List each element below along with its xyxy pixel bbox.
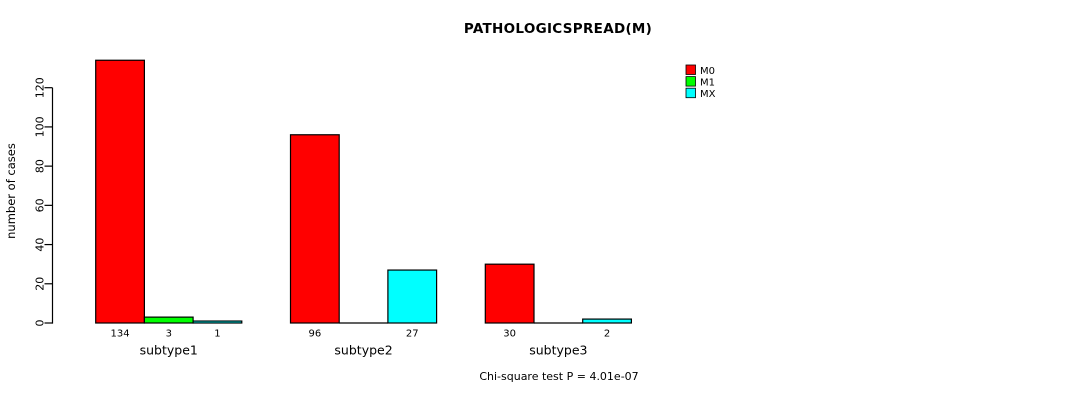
bar-mx-subtype3 [582, 318, 633, 324]
bar-m0-subtype2 [289, 134, 340, 324]
y-axis-title: number of cases [4, 143, 18, 239]
y-axis-tick-label: 80 [34, 159, 47, 173]
bar-value-label: 1 [214, 329, 220, 340]
y-axis-tick-label: 100 [34, 116, 47, 137]
chi-square-annotation: Chi-square test P = 4.01e-07 [479, 370, 639, 383]
bar-value-label: 96 [308, 329, 321, 340]
legend-swatch-m0 [685, 64, 696, 75]
legend-label-m0: M0 [700, 66, 715, 77]
y-axis-tick-label: 120 [34, 77, 47, 98]
legend-swatch-mx [685, 87, 696, 99]
bar-value-label: 27 [406, 329, 419, 340]
chart-title: PATHOLOGICSPREAD(M) [463, 21, 653, 37]
bar-m0-subtype1 [95, 59, 145, 324]
bar-mx-subtype2 [387, 269, 438, 324]
bar-mx-subtype1 [192, 320, 243, 324]
category-label: subtype3 [529, 343, 587, 358]
bar-value-label: 30 [503, 329, 516, 340]
bar-m1-subtype1 [143, 316, 194, 324]
legend-label-m1: M1 [700, 77, 715, 88]
category-label: subtype2 [334, 343, 392, 358]
category-label: subtype1 [140, 343, 198, 358]
bar-m0-subtype3 [484, 263, 535, 324]
y-axis-tick-label: 40 [34, 238, 47, 252]
legend-swatch-m1 [685, 76, 696, 87]
y-axis-tick-label: 0 [34, 320, 47, 327]
y-axis-tick-label: 60 [34, 198, 47, 212]
legend-label-mx: MX [700, 89, 716, 100]
bar-value-label: 134 [111, 329, 130, 340]
bar-value-label: 2 [604, 329, 610, 340]
y-axis-tick-label: 20 [34, 277, 47, 291]
bar-value-label: 3 [166, 329, 172, 340]
